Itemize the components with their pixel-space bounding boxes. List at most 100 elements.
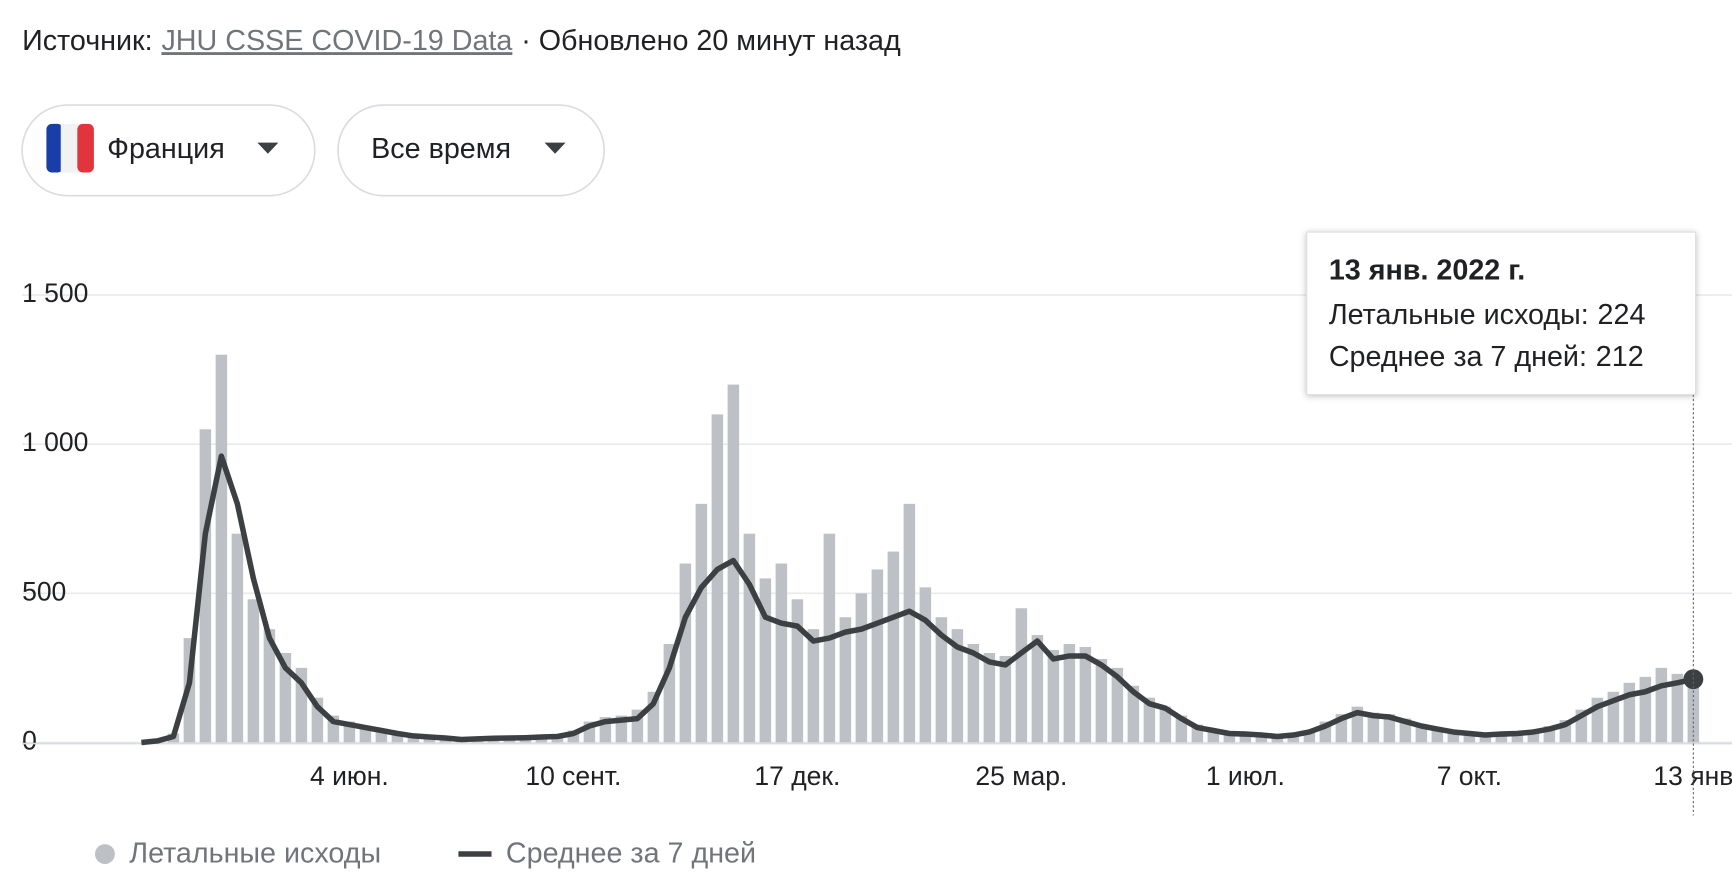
bar — [1479, 733, 1492, 743]
bar — [1111, 667, 1124, 743]
bar — [903, 503, 916, 743]
x-tick-label: 10 сент. — [525, 761, 621, 791]
bar — [1367, 712, 1380, 743]
x-tick-label: 7 окт. — [1437, 761, 1502, 791]
tooltip-label: Среднее за 7 дней: — [1329, 341, 1587, 373]
bar — [599, 717, 612, 743]
country[interactable]: Франция — [107, 133, 225, 165]
bar — [679, 563, 692, 743]
bar — [1559, 720, 1572, 743]
country-filter[interactable]: Франция — [21, 104, 316, 197]
bar — [743, 533, 756, 743]
period-filter[interactable]: Все время — [337, 104, 606, 197]
bar — [279, 652, 292, 743]
bar — [1447, 730, 1460, 743]
legend-label[interactable]: Среднее за 7 дней — [506, 838, 756, 870]
bar — [1495, 732, 1508, 743]
bar — [711, 414, 724, 743]
tooltip-value: 224 — [1598, 299, 1646, 331]
button[interactable] — [21, 104, 316, 197]
dropdown-arrow — [544, 142, 566, 154]
bar — [1127, 685, 1140, 743]
tooltip-value: 212 — [1596, 341, 1644, 373]
line — [141, 453, 1694, 746]
x-tick-label: 1 июл. — [1206, 761, 1285, 791]
y-tick-label: 0 — [22, 725, 37, 755]
bar — [759, 578, 772, 743]
bar — [1607, 691, 1620, 743]
bar — [1095, 658, 1108, 743]
tooltip-row: Среднее за 7 дней: 212 — [1329, 341, 1644, 373]
bar — [583, 721, 596, 743]
bar — [1351, 706, 1364, 743]
bar — [1047, 649, 1060, 743]
bar — [647, 691, 660, 743]
x-tick-label: 17 дек. — [754, 761, 840, 791]
bar — [871, 569, 884, 743]
flag-red — [77, 123, 94, 173]
bar — [311, 697, 324, 743]
dropdown-arrow — [257, 142, 279, 154]
bar — [775, 563, 788, 743]
bar — [247, 599, 260, 743]
y-tick-label: 1 500 — [22, 278, 88, 308]
bar — [199, 429, 212, 743]
source-link[interactable]: JHU CSSE COVID-19 Data — [161, 25, 512, 57]
bar — [1655, 667, 1668, 743]
bar — [1335, 714, 1348, 743]
tooltip-label: Летальные исходы: — [1329, 299, 1589, 331]
bar — [359, 726, 372, 743]
bar — [1671, 673, 1684, 743]
tooltip-row: Летальные исходы: 224 — [1329, 299, 1646, 331]
bar — [887, 551, 900, 743]
bar — [407, 734, 420, 743]
bar — [855, 593, 868, 743]
bar — [567, 730, 580, 743]
bar — [1159, 706, 1172, 743]
bar — [343, 721, 356, 743]
tooltip: 13 янв. 2022 г. Летальные исходы: 224 Сре… — [1306, 231, 1697, 396]
bar — [1015, 608, 1028, 743]
bar — [919, 587, 932, 743]
bar — [1303, 730, 1316, 743]
bar — [1287, 733, 1300, 743]
bar — [1207, 729, 1220, 743]
bar — [1175, 715, 1188, 743]
bar — [391, 732, 404, 743]
bar — [1623, 682, 1636, 743]
y-tick-label: 500 — [22, 576, 66, 606]
bar — [631, 709, 644, 743]
period[interactable]: Все время — [371, 133, 511, 165]
x-tick-label: 25 мар. — [975, 761, 1067, 791]
bar — [951, 629, 964, 743]
bar — [695, 503, 708, 743]
tooltip-box — [1306, 231, 1697, 396]
bar — [807, 629, 820, 743]
bar — [791, 599, 804, 743]
bar — [1639, 676, 1652, 743]
tooltip-title: 13 янв. 2022 г. — [1329, 254, 1525, 286]
bar — [935, 617, 948, 743]
bar — [1031, 635, 1044, 743]
x-tick-label: 13 янв — [1653, 761, 1732, 791]
bar — [1223, 732, 1236, 743]
bar — [999, 655, 1012, 743]
bar — [983, 652, 996, 743]
bar — [1191, 724, 1204, 743]
bar — [1431, 727, 1444, 743]
legend: Летальные исходы Среднее за 7 дней — [94, 838, 756, 870]
bar — [295, 667, 308, 743]
bar — [663, 644, 676, 743]
bar — [839, 617, 852, 743]
bar — [231, 533, 244, 743]
flag-blue — [46, 123, 63, 173]
legend-label[interactable]: Летальные исходы — [129, 838, 381, 870]
bar — [1463, 732, 1476, 743]
bar — [1399, 718, 1412, 743]
bar — [967, 644, 980, 743]
bar — [1383, 714, 1396, 743]
button[interactable] — [337, 104, 606, 197]
bar — [1591, 697, 1604, 743]
